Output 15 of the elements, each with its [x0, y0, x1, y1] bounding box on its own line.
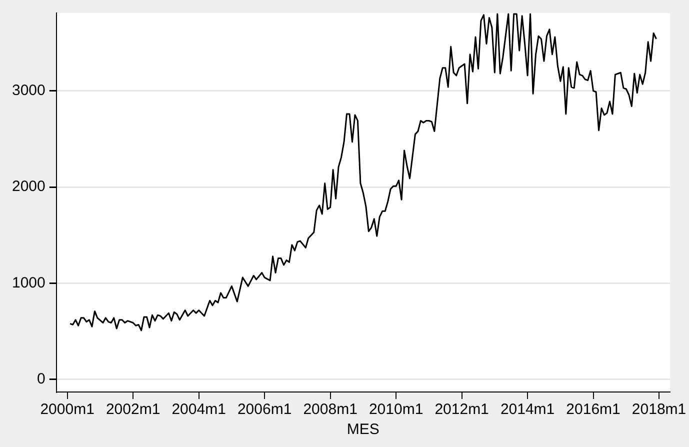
- x-tick-label: 2006m1: [237, 401, 292, 418]
- x-tick-label: 2000m1: [40, 401, 94, 418]
- x-tick-label: 2014m1: [500, 401, 555, 418]
- y-tick-label: 3000: [12, 82, 46, 100]
- x-tick-label: 2010m1: [368, 401, 424, 418]
- x-tick-label: 2008m1: [303, 401, 358, 418]
- y-tick-label: 1000: [12, 274, 46, 292]
- x-tick-label: 2004m1: [172, 401, 226, 418]
- x-tick-label: 2016m1: [566, 401, 620, 418]
- x-tick-label: 2002m1: [106, 401, 160, 418]
- y-tick-label: 2000: [12, 178, 46, 196]
- x-axis-title: MES: [346, 421, 380, 438]
- x-tick-label: 2012m1: [434, 401, 489, 418]
- y-tick-label: 0: [37, 370, 46, 388]
- x-tick-label: 2018m1: [632, 401, 686, 418]
